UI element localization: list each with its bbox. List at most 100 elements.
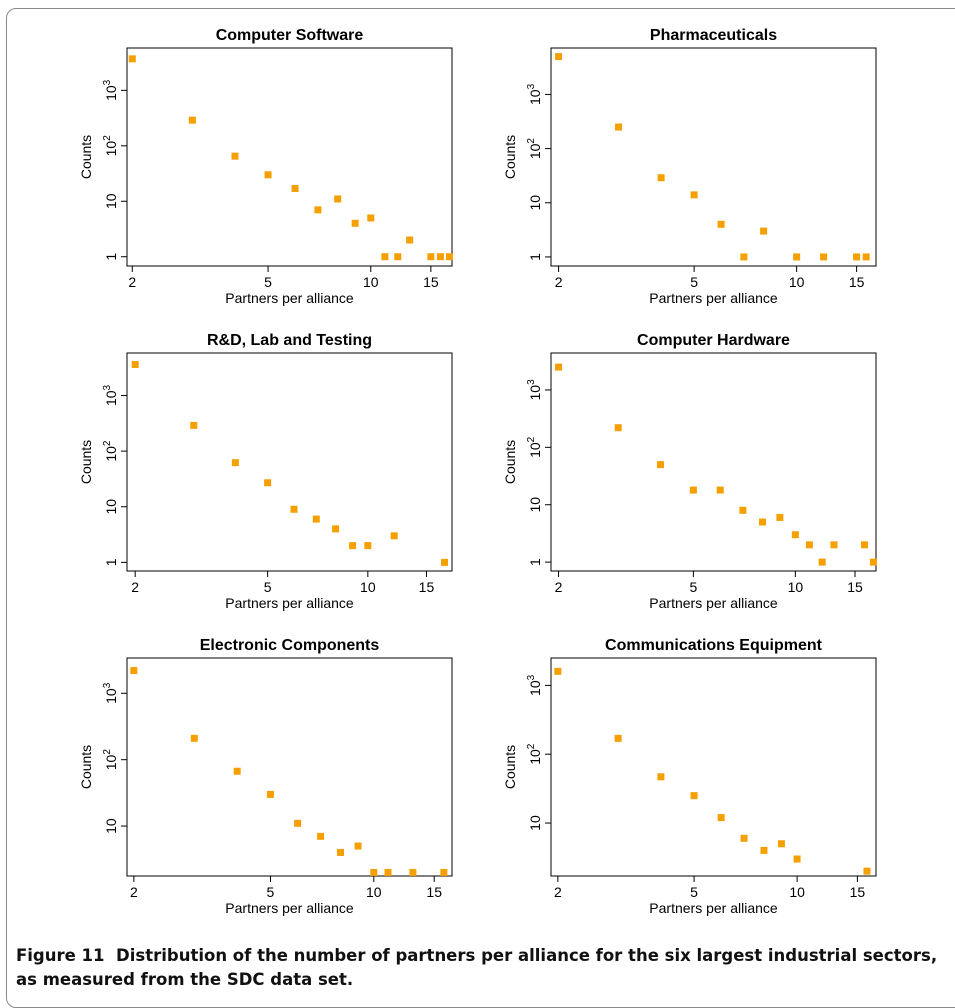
y-tick-label-group: 102 [526,436,543,458]
x-tick-label: 5 [264,579,272,595]
data-point [266,790,274,798]
y-axis-label-group: Counts [502,745,518,789]
x-axis-label: Partners per alliance [225,595,354,611]
caption-text: Distribution of the number of partners p… [16,946,938,989]
y-axis-label: Counts [502,135,518,179]
data-point [555,363,563,371]
y-tick-label-group: 103 [526,83,543,105]
data-point [130,667,138,675]
data-point [406,236,414,244]
x-tick-label: 2 [554,884,562,900]
chart-panel-2: Pharmaceuticals 2 5 10 15 Partners per allian… [499,26,899,336]
x-tick-label: 15 [423,274,439,290]
data-point [740,834,748,842]
y-tick-label-group: 103 [102,682,119,704]
data-point [440,868,448,876]
data-point [381,253,389,261]
y-tick-base: 10 [103,85,119,101]
y-tick-label: 103 [102,384,119,406]
x-tick-label: 15 [847,579,863,595]
x-tick-label: 5 [690,274,698,290]
x-axis-label: Partners per alliance [225,290,354,306]
y-tick-label: 1 [103,558,119,566]
y-tick-exponent: 3 [526,379,537,385]
y-tick-base: 10 [527,680,543,696]
data-point [554,667,562,675]
y-axis-label-group: Counts [502,135,518,179]
y-axis-label: Counts [502,745,518,789]
data-point [367,214,375,222]
data-point [863,867,871,875]
y-tick-label-group: 1 [103,558,119,566]
y-tick-exponent: 3 [526,83,537,89]
y-tick-label-group: 102 [102,135,119,157]
data-point [853,253,861,261]
y-tick-exponent: 2 [526,743,537,749]
y-tick-label: 103 [526,83,543,105]
y-tick-exponent: 3 [102,79,113,85]
data-point [390,532,398,540]
y-tick-label-group: 1 [527,558,543,566]
y-tick-label-group: 103 [102,79,119,101]
y-tick-exponent: 2 [102,135,113,141]
y-tick-label: 10 [103,499,119,515]
x-tick-label: 2 [128,274,136,290]
y-tick-label: 1 [103,253,119,261]
plot-area [550,352,877,572]
caption-label: Figure 11 [16,946,105,965]
y-tick-base: 10 [527,442,543,458]
y-tick-label: 102 [102,135,119,157]
y-tick-label-group: 10 [103,193,119,209]
y-tick-base: 1 [527,253,543,261]
y-tick-label: 103 [526,674,543,696]
y-tick-label: 1 [527,253,543,261]
figure-frame [6,8,955,1008]
data-point [131,361,139,369]
data-point [334,195,342,203]
y-tick-base: 10 [527,385,543,401]
y-tick-exponent: 2 [102,749,113,755]
y-tick-base: 10 [103,688,119,704]
y-axis-label-group: Counts [502,440,518,484]
y-tick-exponent: 3 [102,682,113,688]
y-tick-base: 10 [103,754,119,770]
x-axis-label: Partners per alliance [649,595,778,611]
y-axis-label-group: Counts [78,135,94,179]
data-point [614,734,622,742]
y-tick-base: 10 [103,499,119,515]
y-tick-exponent: 2 [526,436,537,442]
y-tick-label: 102 [526,743,543,765]
y-tick-label-group: 103 [102,384,119,406]
data-point [364,542,372,550]
y-tick-label: 102 [102,749,119,771]
data-point [351,219,359,227]
chart-title: Communications Equipment [605,637,823,654]
x-tick-label: 5 [267,884,275,900]
chart-panel-5: Electronic Components 2 5 10 15 Partners per … [75,636,475,946]
y-axis-label: Counts [78,745,94,789]
x-tick-label: 10 [360,579,376,595]
data-point [657,174,665,182]
y-tick-label: 10 [527,497,543,513]
data-point [793,253,801,261]
y-tick-base: 10 [103,141,119,157]
y-tick-label: 102 [526,138,543,160]
plot-area [126,657,453,877]
y-tick-label: 10 [103,818,119,834]
y-axis-label: Counts [78,135,94,179]
data-point [791,531,799,539]
chart-panel-4: Computer Hardware 2 5 10 15 Partners per alli… [499,331,899,641]
y-tick-base: 10 [527,143,543,159]
y-tick-label: 103 [102,79,119,101]
y-tick-base: 10 [527,749,543,765]
data-point [384,868,392,876]
y-tick-label-group: 10 [527,497,543,513]
plot-area [126,352,453,572]
chart-panel-6: Communications Equipment 2 5 10 15 Partners p… [499,636,899,946]
data-point [409,868,417,876]
data-point [830,541,838,549]
chart-title: R&D, Lab and Testing [207,332,372,349]
data-point [337,848,345,856]
data-point [862,253,870,261]
chart-computer-software: Computer Software 2 5 10 15 Partners per alli… [78,27,453,306]
